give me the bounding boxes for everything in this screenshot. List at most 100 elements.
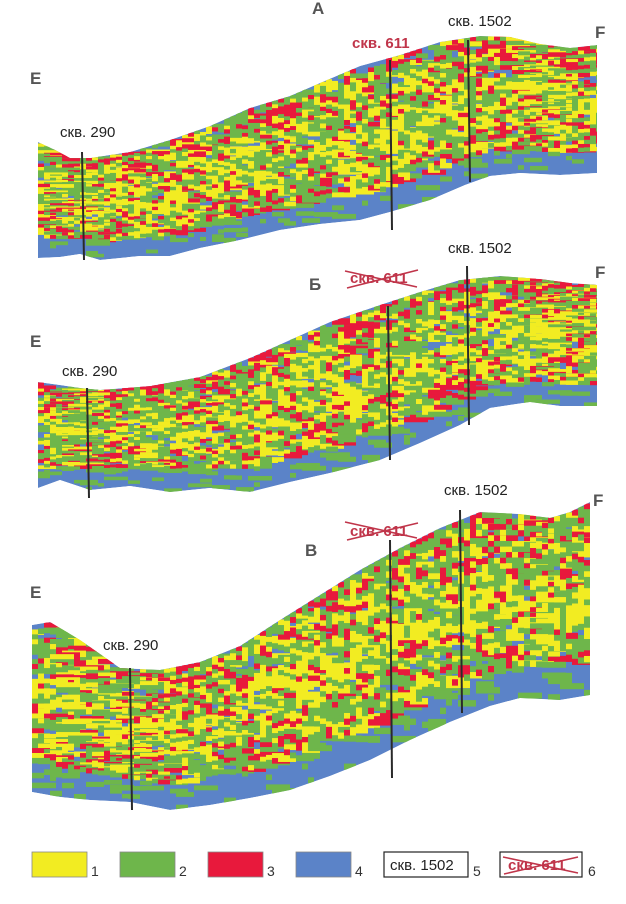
facies-cell: [206, 427, 212, 432]
facies-cell: [506, 518, 512, 526]
facies-cell: [566, 380, 584, 385]
facies-cell: [590, 320, 597, 325]
facies-cell: [98, 229, 104, 234]
facies-cell: [356, 604, 362, 612]
facies-cell: [398, 172, 410, 178]
facies-cell: [218, 679, 230, 685]
facies-cell: [188, 219, 194, 224]
facies-cell: [368, 439, 386, 445]
facies-cell: [122, 437, 128, 441]
facies-cell: [482, 320, 488, 326]
facies-cell: [146, 440, 152, 445]
facies-cell: [596, 112, 597, 118]
facies-cell: [248, 373, 254, 378]
facies-cell: [206, 179, 212, 184]
facies-cell: [308, 425, 314, 431]
facies-cell: [296, 163, 314, 169]
facies-cell: [296, 613, 308, 620]
facies-cell: [284, 135, 290, 141]
facies-cell: [440, 55, 446, 61]
facies-cell: [242, 651, 248, 658]
facies-cell: [416, 336, 422, 342]
facies-cell: [500, 310, 512, 316]
facies-cell: [248, 115, 254, 120]
facies-cell: [200, 198, 206, 203]
facies-cell: [590, 288, 596, 293]
facies-cell: [260, 631, 266, 637]
facies-cell: [146, 689, 152, 695]
facies-cell: [122, 396, 128, 401]
facies-cell: [350, 113, 356, 119]
facies-cell: [590, 101, 597, 107]
facies-cell: [224, 187, 230, 193]
facies-cell: [122, 195, 128, 200]
facies-cell: [158, 182, 176, 187]
facies-cell: [296, 412, 302, 418]
facies-cell: [44, 425, 50, 429]
facies-cell: [260, 153, 266, 159]
facies-cell: [458, 377, 464, 383]
facies-cell: [188, 680, 194, 686]
facies-cell: [152, 203, 158, 208]
facies-cell: [44, 159, 62, 164]
facies-cell: [494, 524, 512, 531]
facies-cell: [50, 456, 56, 460]
facies-cell: [440, 50, 452, 56]
facies-cell: [164, 205, 170, 210]
facies-cell: [500, 299, 506, 304]
facies-cell: [596, 86, 597, 91]
facies-cell: [584, 363, 596, 368]
facies-cell: [512, 133, 518, 139]
facies-cell: [290, 435, 296, 440]
facies-cell: [320, 177, 332, 183]
facies-cell: [524, 398, 536, 404]
facies-cell: [326, 446, 338, 452]
facies-cell: [212, 184, 218, 189]
facies-cell: [494, 130, 500, 136]
facies-cell: [62, 164, 80, 168]
facies-cell: [44, 172, 68, 177]
facies-cell: [320, 452, 338, 458]
facies-cell: [218, 666, 224, 672]
facies-cell: [308, 196, 314, 202]
facies-cell: [410, 379, 416, 385]
facies-cell: [122, 235, 140, 240]
facies-cell: [68, 178, 92, 182]
facies-cell: [194, 220, 200, 226]
well-label-290: скв. 290: [60, 124, 115, 141]
facies-cell: [50, 212, 56, 217]
facies-cell: [206, 447, 212, 452]
facies-cell: [506, 129, 512, 135]
panel-a: А E F скв. 290 скв. 611 скв. 1502: [30, 0, 605, 261]
facies-cell: [386, 67, 392, 73]
facies-cell: [86, 169, 104, 174]
facies-cell: [254, 366, 260, 372]
facies-cell: [476, 386, 488, 391]
facies-cell: [494, 126, 506, 132]
facies-cell: [380, 376, 386, 382]
facies-cell: [62, 220, 68, 225]
facies-cell: [482, 352, 488, 357]
facies-cell: [596, 302, 597, 307]
facies-cell: [314, 109, 320, 114]
facies-cell: [464, 534, 470, 542]
facies-cell: [230, 163, 236, 169]
facies-cell: [158, 393, 164, 398]
facies-cell: [110, 415, 116, 419]
facies-cell: [290, 180, 296, 186]
facies-cell: [500, 552, 506, 559]
facies-cell: [206, 692, 212, 698]
facies-cell: [476, 330, 482, 335]
facies-cell: [452, 307, 458, 313]
facies-cell: [428, 573, 446, 580]
facies-cell: [446, 356, 452, 362]
facies-cell: [224, 664, 230, 670]
facies-cell: [476, 95, 482, 101]
facies-cell: [140, 416, 146, 420]
facies-cell: [314, 146, 332, 151]
facies-cell: [158, 440, 164, 445]
facies-cell: [98, 483, 104, 487]
facies-cell: [164, 689, 170, 695]
facies-cell: [506, 535, 512, 542]
facies-cell: [140, 233, 146, 238]
